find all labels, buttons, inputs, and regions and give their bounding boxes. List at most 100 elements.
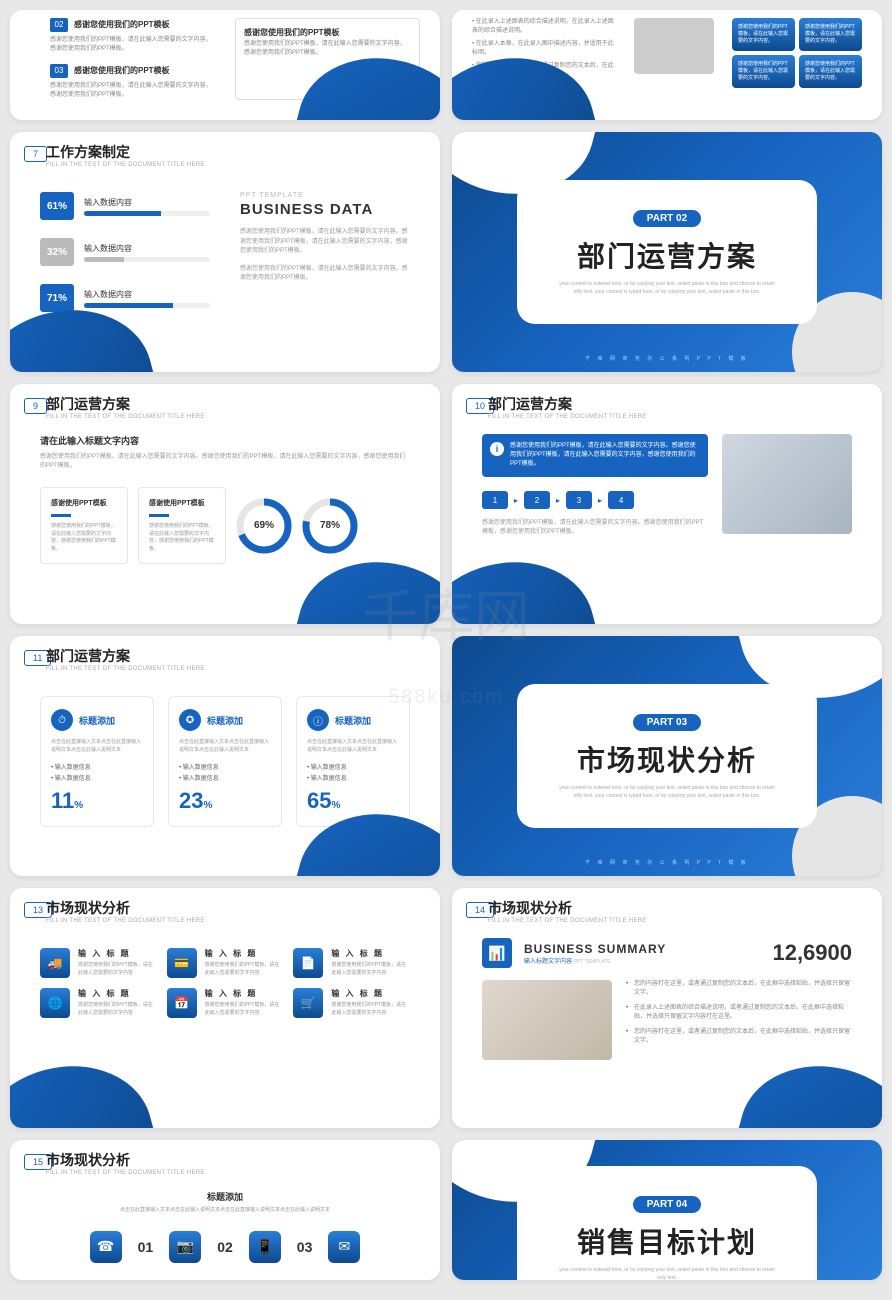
feature-desc: 感谢您使用我们的PPT模板，请在此输入您需要的文字内容 [205, 962, 284, 977]
section-title: 销售目标计划 [557, 1221, 777, 1261]
blue-card: 感谢您使用我们的PPT模板，请在此输入您需要的文字内容。 [799, 55, 862, 88]
slide-9: 9 部门运营方案 FILL IN THE TEXT OF THE DOCUMEN… [10, 384, 440, 624]
feature-item: 💳输 入 标 题感谢您使用我们的PPT模板，请在此输入您需要的文字内容 [167, 948, 284, 978]
slide-number: 9 [24, 398, 47, 414]
bullet: 在此录入上述图表的综合描述说明，在此录入上述图表的综合描述说明。 [472, 19, 614, 34]
bullet: 在此录入本章，在此录入图中描述内容，并适用于此标明。 [472, 41, 614, 56]
feature-icon: 💳 [167, 948, 197, 978]
feature-icon: 🚚 [40, 948, 70, 978]
feature-title: 输 入 标 题 [205, 988, 284, 999]
stat-card: ⓘ标题添加点击在此直接输入文本点击在此直接输入说明文本点击在此输入说明文本输入数… [296, 696, 410, 827]
contact-icon: ☎ [90, 1231, 122, 1263]
big-stat: 23% [179, 788, 271, 814]
slide-title: 部门运营方案 [46, 394, 130, 414]
bar-label: 输入数据内容 [84, 197, 210, 208]
feature-title: 输 入 标 题 [78, 948, 157, 959]
arrow-icon: ▸ [556, 496, 560, 505]
slide-title: 部门运营方案 [46, 646, 130, 666]
card-title: 感谢您使用我们的PPT模板 [244, 27, 411, 38]
feature-title: 输 入 标 题 [331, 988, 410, 999]
slide-12-section: PART 03 市场现状分析 your content is entered h… [452, 636, 882, 876]
slide-subtitle: FILL IN THE TEXT OF THE DOCUMENT TITLE H… [488, 918, 647, 924]
contact-icon: 📱 [249, 1231, 281, 1263]
section-title: 部门运营方案 [557, 235, 777, 275]
item-desc: 感谢您使用我们的PPT模板，请在此输入您需要的文字内容，感谢您使用我们的PPT模… [50, 36, 217, 54]
step-box: 1 [482, 491, 508, 509]
card-title: 感谢使用PPT模板 [149, 498, 215, 508]
slide-subtitle: FILL IN THE TEXT OF THE DOCUMENT TITLE H… [488, 414, 647, 420]
card-desc: 感谢您使用我们的PPT模板，请在此输入您需要的文字内容，感谢您使用我们的PPT模… [149, 523, 215, 553]
card-title: 感谢使用PPT模板 [51, 498, 117, 508]
big-stat: 65% [307, 788, 399, 814]
slide-subtitle: FILL IN THE TEXT OF THE DOCUMENT TITLE H… [46, 1170, 205, 1176]
slide-subtitle: FILL IN THE TEXT OF THE DOCUMENT TITLE H… [46, 162, 205, 168]
heading: 标题添加 [40, 1190, 410, 1203]
donut-value: 69% [236, 498, 292, 554]
part-badge: PART 04 [633, 1196, 701, 1213]
slide-subtitle: FILL IN THE TEXT OF THE DOCUMENT TITLE H… [46, 414, 205, 420]
donut-chart: 69% [236, 498, 292, 554]
item-title: 感谢您使用我们的PPT模板 [74, 66, 170, 75]
section-footer: 千 库 网 商 务 办 公 系 列 P P T 模 板 [452, 355, 882, 362]
list-item: 输入数据信息 [307, 773, 399, 782]
arrow-icon: ▸ [598, 496, 602, 505]
card-title: 标题添加 [79, 714, 115, 727]
section-sub: your content is entered here, or by copy… [557, 785, 777, 800]
slide-16-section-partial: PART 04 销售目标计划 your content is entered h… [452, 1140, 882, 1280]
card-desc: 点击在此直接输入文本点击在此直接输入说明文本点击在此输入说明文本 [51, 739, 143, 754]
slide-number: 7 [24, 146, 47, 162]
card-title: 标题添加 [207, 714, 243, 727]
section-title: 市场现状分析 [557, 739, 777, 779]
bar-label: 输入数据内容 [84, 243, 210, 254]
card-desc: 感谢您使用我们的PPT模板，请在此输入您需要的文字内容，感谢您使用我们的PPT模… [51, 523, 117, 553]
slide-15-partial: 15 市场现状分析 FILL IN THE TEXT OF THE DOCUME… [10, 1140, 440, 1280]
slide-subtitle: FILL IN THE TEXT OF THE DOCUMENT TITLE H… [46, 666, 205, 672]
step-number: 03 [297, 1239, 313, 1255]
feature-item: 🚚 输 入 标 题感谢您使用我们的PPT模板，请在此输入您需要的文字内容 [40, 948, 157, 978]
paragraph: 感谢您使用我们的PPT模板，请在此输入您需要的文字内容。感谢您使用我们的PPT模… [482, 519, 708, 537]
feature-desc: 感谢您使用我们的PPT模板，请在此输入您需要的文字内容 [78, 1002, 157, 1017]
eyebrow: PPT TEMPLATE [240, 192, 410, 199]
bar-pct: 71% [40, 284, 74, 312]
slide-7: 7 工作方案制定 FILL IN THE TEXT OF THE DOCUMEN… [10, 132, 440, 372]
list-item: 您的内容打在这里，或者通过复制您的文本后，在此框中选择粘贴，并选择只保留文字。 [626, 980, 852, 998]
bar-pct: 61% [40, 192, 74, 220]
step-box: 4 [608, 491, 634, 509]
part-badge: PART 02 [633, 210, 701, 227]
list-item: 输入数据信息 [179, 773, 271, 782]
list-item: 输入数据信息 [51, 762, 143, 771]
section-sub: your content is entered here, or by copy… [557, 281, 777, 296]
big-stat: 11% [51, 788, 143, 814]
list-num: 02 [50, 18, 68, 32]
slide-title: 工作方案制定 [46, 142, 130, 162]
slide-11: 11 部门运营方案 FILL IN THE TEXT OF THE DOCUME… [10, 636, 440, 876]
item-desc: 感谢您使用我们的PPT模板，请在此输入您需要的文字内容，感谢您使用我们的PPT模… [50, 82, 217, 100]
slide-14: 14 市场现状分析 FILL IN THE TEXT OF THE DOCUME… [452, 888, 882, 1128]
image-placeholder [482, 980, 612, 1060]
slide-subtitle: FILL IN THE TEXT OF THE DOCUMENT TITLE H… [46, 918, 205, 924]
stat-card: ⏱标题添加点击在此直接输入文本点击在此直接输入说明文本点击在此输入说明文本输入数… [40, 696, 154, 827]
feature-desc: 感谢您使用我们的PPT模板，请在此输入您需要的文字内容 [78, 962, 157, 977]
feature-item: 🛒输 入 标 题感谢您使用我们的PPT模板，请在此输入您需要的文字内容 [293, 988, 410, 1018]
slide-6-partial: • 在此录入上述图表的综合描述说明，在此录入上述图表的综合描述说明。 • 在此录… [452, 10, 882, 120]
arrow-icon: ▸ [514, 496, 518, 505]
part-badge: PART 03 [633, 714, 701, 731]
card-icon: ✪ [179, 709, 201, 731]
card-desc: 点击在此直接输入文本点击在此直接输入说明文本点击在此输入说明文本 [307, 739, 399, 754]
step-number: 01 [138, 1239, 154, 1255]
feature-icon: 🛒 [293, 988, 323, 1018]
info-box: i感谢您使用我们的PPT模板，请在此输入您需要的文字内容。感谢您使用我们的PPT… [482, 434, 708, 477]
feature-item: 📄输 入 标 题感谢您使用我们的PPT模板，请在此输入您需要的文字内容 [293, 948, 410, 978]
blue-card: 感谢您使用我们的PPT模板，请在此输入您需要的文字内容。 [732, 55, 795, 88]
paragraph: 点击在此直接输入文本点击在此输入说明文本点击在此直接输入说明文本点击在此输入说明… [40, 1207, 410, 1215]
bar-pct: 32% [40, 238, 74, 266]
subheading: 输入标题文字内容 PPT TEMPLATE [524, 956, 666, 965]
heading: BUSINESS DATA [240, 201, 410, 218]
stat-card: ✪ 标题添加点击在此直接输入文本点击在此直接输入说明文本点击在此输入说明文本输入数… [168, 696, 282, 827]
feature-icon: 🌐 [40, 988, 70, 1018]
step-row: 1▸2▸3▸4 [482, 491, 708, 509]
paragraph: 感谢您使用我们的PPT模板，请在此输入您需要的文字内容。感谢您使用我们的PPT模… [40, 453, 410, 471]
feature-icon: 📄 [293, 948, 323, 978]
card-desc: 点击在此直接输入文本点击在此直接输入说明文本点击在此输入说明文本 [179, 739, 271, 754]
bar-label: 输入数据内容 [84, 289, 210, 300]
